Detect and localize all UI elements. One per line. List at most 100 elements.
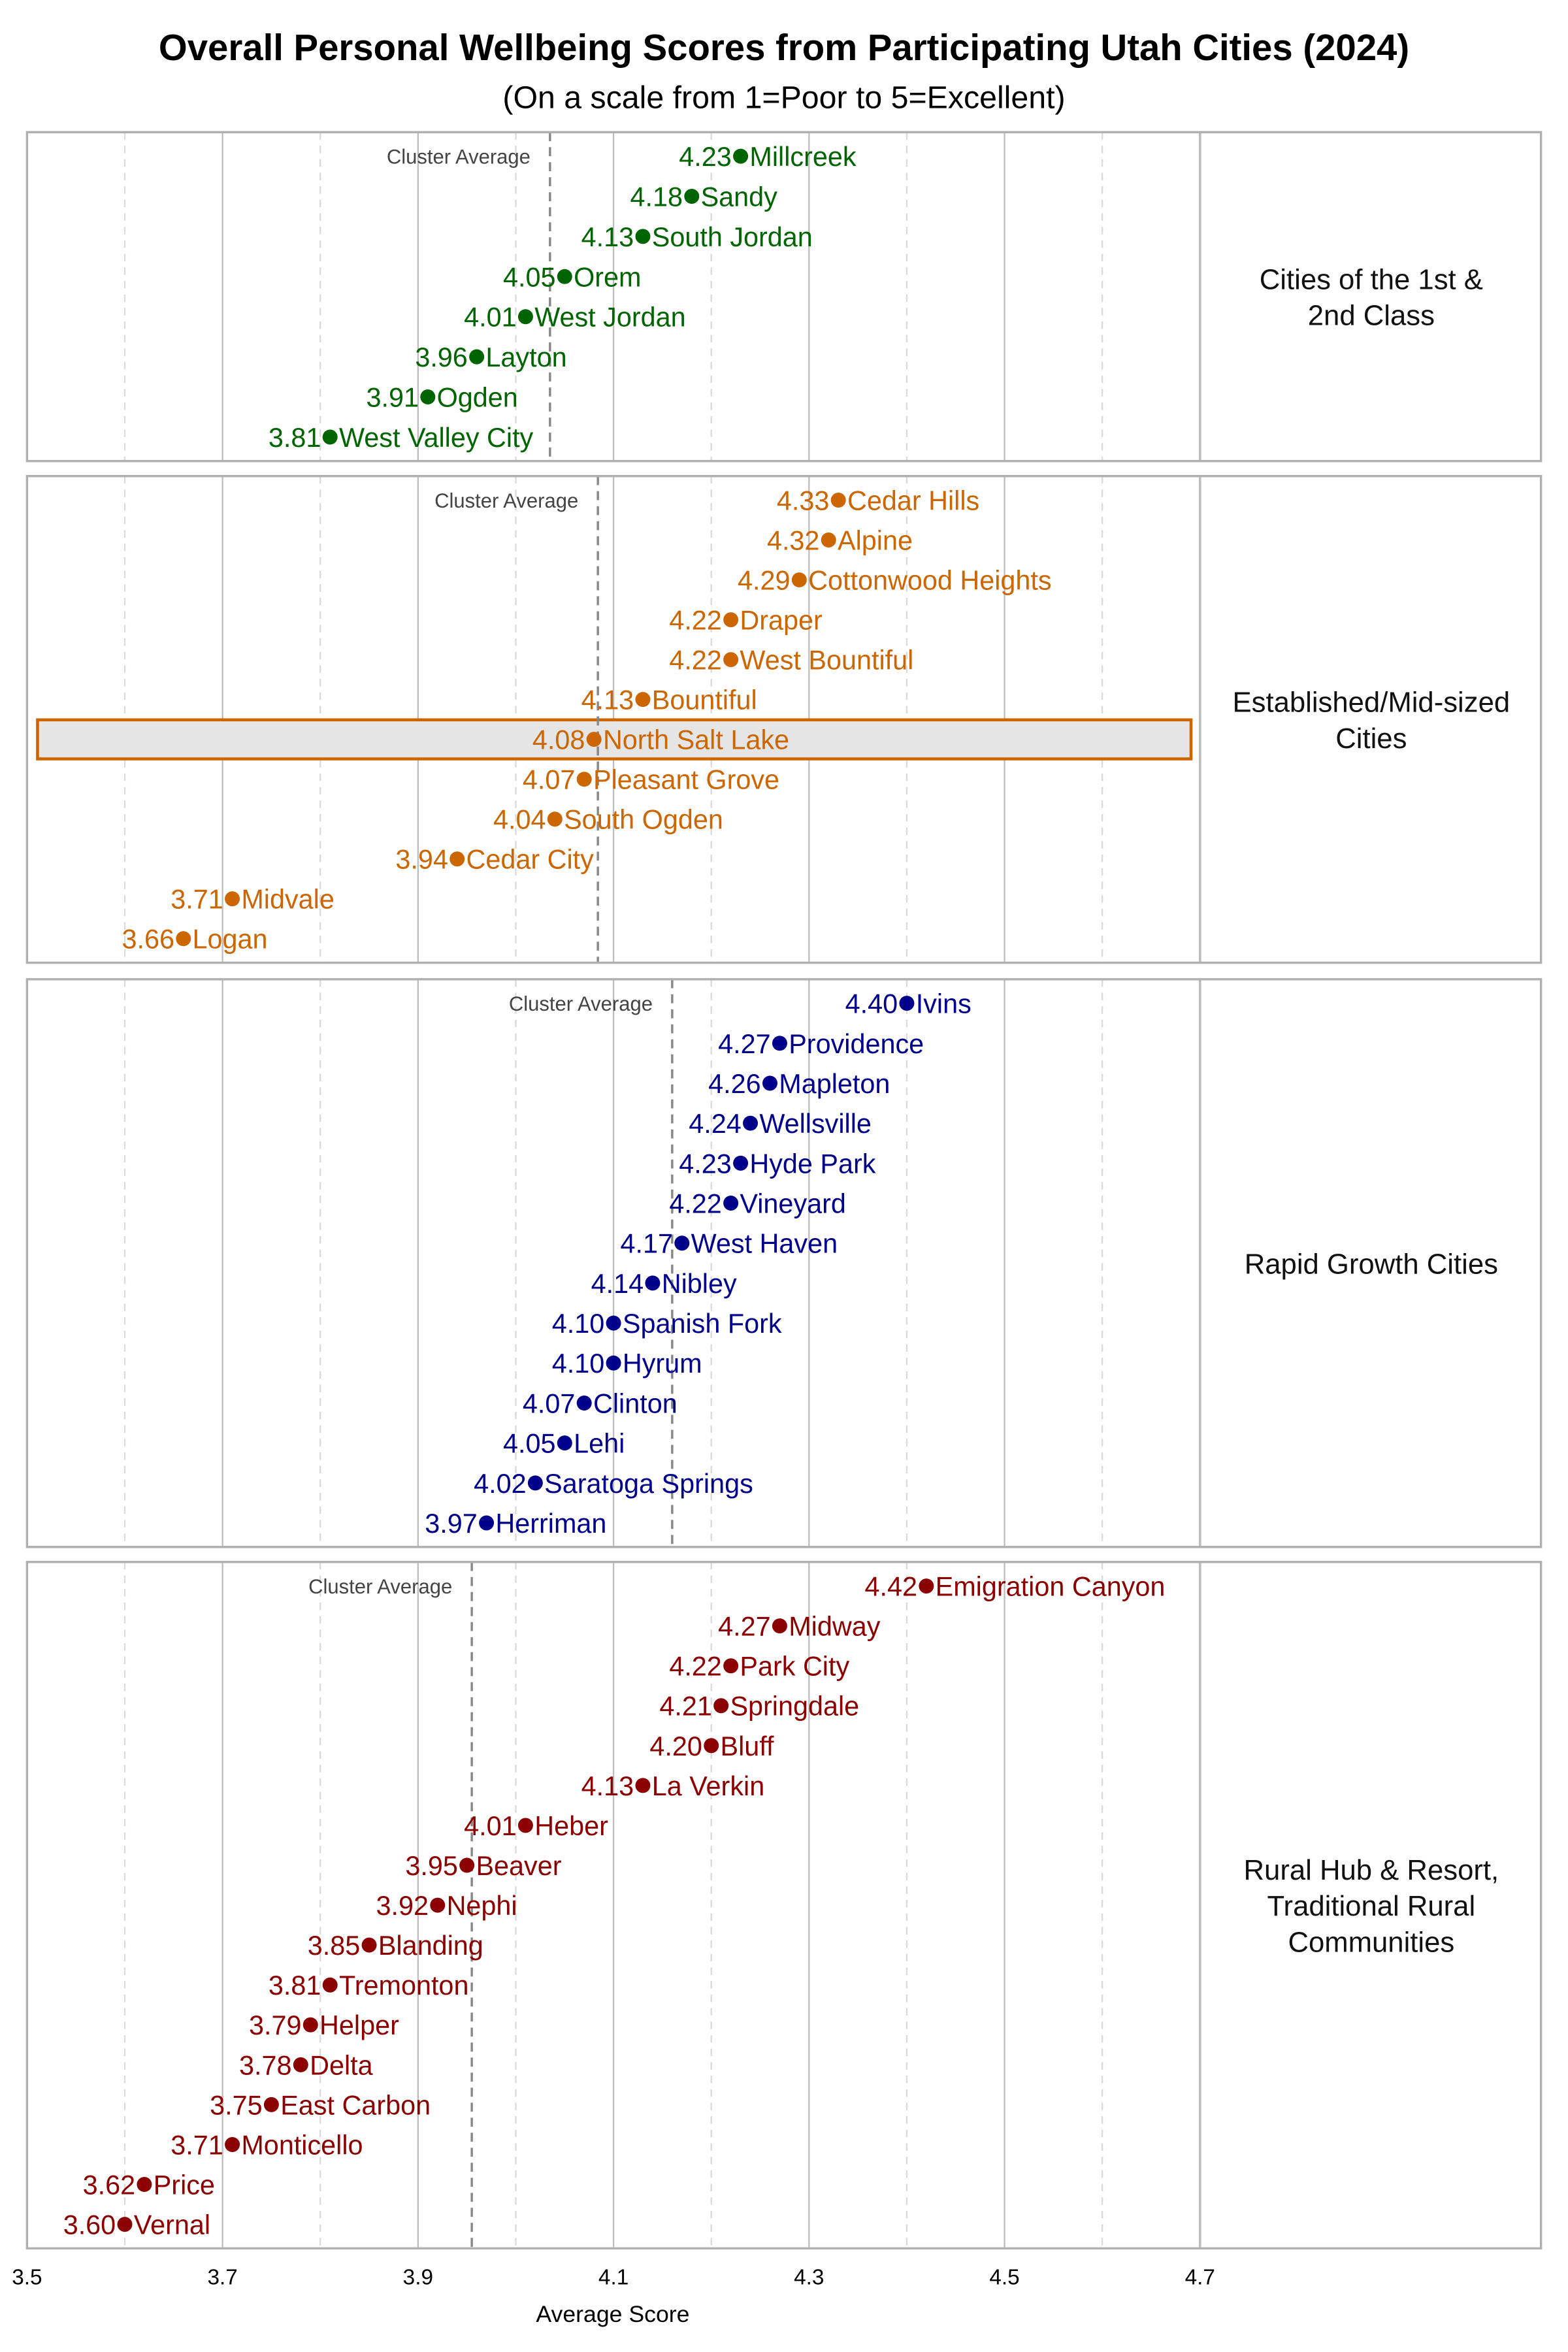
- value-label: 4.21: [659, 1691, 712, 1722]
- city-label: Herriman: [495, 1509, 606, 1539]
- x-tick-label: 4.3: [794, 2266, 824, 2290]
- city-label: Ivins: [916, 989, 972, 1019]
- value-label: 4.10: [552, 1348, 604, 1379]
- panel-border: [25, 131, 1543, 463]
- data-point: [576, 772, 592, 787]
- value-label: 4.13: [581, 1771, 634, 1801]
- city-label: West Bountiful: [740, 645, 913, 676]
- cluster-average-label: Cluster Average: [434, 489, 578, 512]
- panel: Cluster Average 4.23 Millcreek 4.18 Sandy 4.1…: [25, 131, 1543, 463]
- value-label: 4.23: [679, 1149, 732, 1179]
- data-point: [420, 389, 436, 405]
- chart-title: Overall Personal Wellbeing Scores from P…: [159, 27, 1409, 68]
- value-label: 3.92: [376, 1891, 428, 1921]
- data-point: [762, 1075, 777, 1091]
- city-label: Price: [154, 2170, 215, 2200]
- city-label: Heber: [534, 1811, 608, 1841]
- panel-background: [27, 979, 1541, 1547]
- value-label: 4.20: [649, 1731, 702, 1761]
- data-point: [704, 1738, 719, 1754]
- value-label: 4.07: [523, 765, 575, 795]
- panels: Cluster Average 4.23 Millcreek 4.18 Sandy 4.1…: [25, 131, 1543, 2250]
- city-label: Layton: [485, 342, 566, 372]
- data-point: [517, 309, 533, 325]
- value-label: 4.01: [464, 302, 517, 333]
- city-label: North Salt Lake: [603, 725, 789, 755]
- city-label: Bluff: [720, 1731, 774, 1761]
- data-point: [430, 1897, 446, 1913]
- cluster-average-label: Cluster Average: [308, 1575, 452, 1598]
- value-label: 4.33: [777, 485, 830, 515]
- city-label: Millcreek: [749, 142, 856, 172]
- data-point: [557, 269, 572, 284]
- value-label: 4.10: [552, 1309, 604, 1339]
- value-label: 4.13: [581, 685, 634, 715]
- value-label: 4.27: [718, 1612, 771, 1642]
- value-label: 3.60: [63, 2210, 116, 2240]
- value-label: 3.62: [83, 2170, 136, 2200]
- data-point: [723, 1196, 739, 1211]
- city-label: Orem: [574, 262, 641, 292]
- data-point: [635, 692, 651, 708]
- value-label: 3.96: [415, 342, 467, 372]
- value-label: 3.85: [308, 1931, 361, 1961]
- data-point: [225, 2136, 240, 2152]
- city-label: Nephi: [447, 1891, 517, 1921]
- data-point: [225, 891, 240, 907]
- city-label: Sandy: [701, 182, 778, 212]
- data-point: [576, 1395, 592, 1411]
- city-label: Mapleton: [779, 1069, 890, 1099]
- value-label: 4.14: [591, 1269, 644, 1299]
- panel: Cluster Average 4.40 Ivins 4.27 Providence 4.…: [25, 978, 1543, 1548]
- city-label: Tremonton: [339, 1970, 468, 2001]
- value-label: 4.22: [669, 1652, 722, 1682]
- x-tick-label: 3.5: [12, 2266, 42, 2290]
- panel-strip-label: Rural Hub & Resort,: [1244, 1854, 1499, 1886]
- city-label: Draper: [740, 606, 823, 636]
- city-label: La Verkin: [652, 1771, 764, 1801]
- x-tick-label: 4.7: [1185, 2266, 1215, 2290]
- panel-strip-label: Established/Mid-sized: [1233, 687, 1511, 719]
- cluster-average-label: Cluster Average: [387, 146, 531, 169]
- data-point: [449, 851, 465, 867]
- value-label: 4.17: [621, 1229, 674, 1259]
- city-label: South Jordan: [652, 222, 813, 252]
- data-point: [302, 2017, 318, 2033]
- panel-strip-label: 2nd Class: [1308, 300, 1435, 332]
- value-label: 3.81: [269, 423, 321, 453]
- data-point: [606, 1355, 621, 1371]
- data-point: [322, 429, 338, 445]
- chart-subtitle: (On a scale from 1=Poor to 5=Excellent): [502, 80, 1065, 116]
- city-label: West Haven: [691, 1229, 838, 1259]
- value-label: 4.42: [865, 1572, 918, 1602]
- city-label: Saratoga Springs: [544, 1469, 753, 1499]
- city-label: Cedar City: [466, 845, 594, 875]
- city-label: Logan: [193, 924, 268, 955]
- data-point: [743, 1115, 759, 1131]
- city-label: Alpine: [838, 525, 913, 555]
- value-label: 4.24: [689, 1109, 742, 1139]
- x-tick-label: 3.7: [207, 2266, 237, 2290]
- panel: Cluster Average 4.33 Cedar Hills 4.32 Alpine…: [25, 475, 1543, 964]
- city-label: Midway: [789, 1612, 881, 1642]
- data-point: [469, 349, 485, 365]
- data-point: [899, 996, 915, 1011]
- value-label: 3.95: [405, 1851, 458, 1881]
- data-point: [293, 2057, 308, 2072]
- value-label: 4.26: [708, 1069, 761, 1099]
- value-label: 4.22: [669, 606, 722, 636]
- value-label: 4.04: [493, 805, 546, 835]
- panel: Cluster Average 4.42 Emigration Canyon 4.27…: [25, 1561, 1543, 2250]
- city-label: Spanish Fork: [623, 1309, 782, 1339]
- value-label: 3.81: [269, 1970, 321, 2001]
- data-point: [117, 2217, 133, 2232]
- city-label: Clinton: [593, 1388, 678, 1418]
- x-tick-label: 3.9: [403, 2266, 433, 2290]
- city-label: East Carbon: [280, 2090, 431, 2120]
- value-label: 4.07: [523, 1388, 575, 1418]
- value-label: 3.71: [171, 2130, 223, 2160]
- value-label: 4.08: [532, 725, 585, 755]
- data-point: [713, 1698, 729, 1714]
- city-label: Vineyard: [740, 1188, 845, 1218]
